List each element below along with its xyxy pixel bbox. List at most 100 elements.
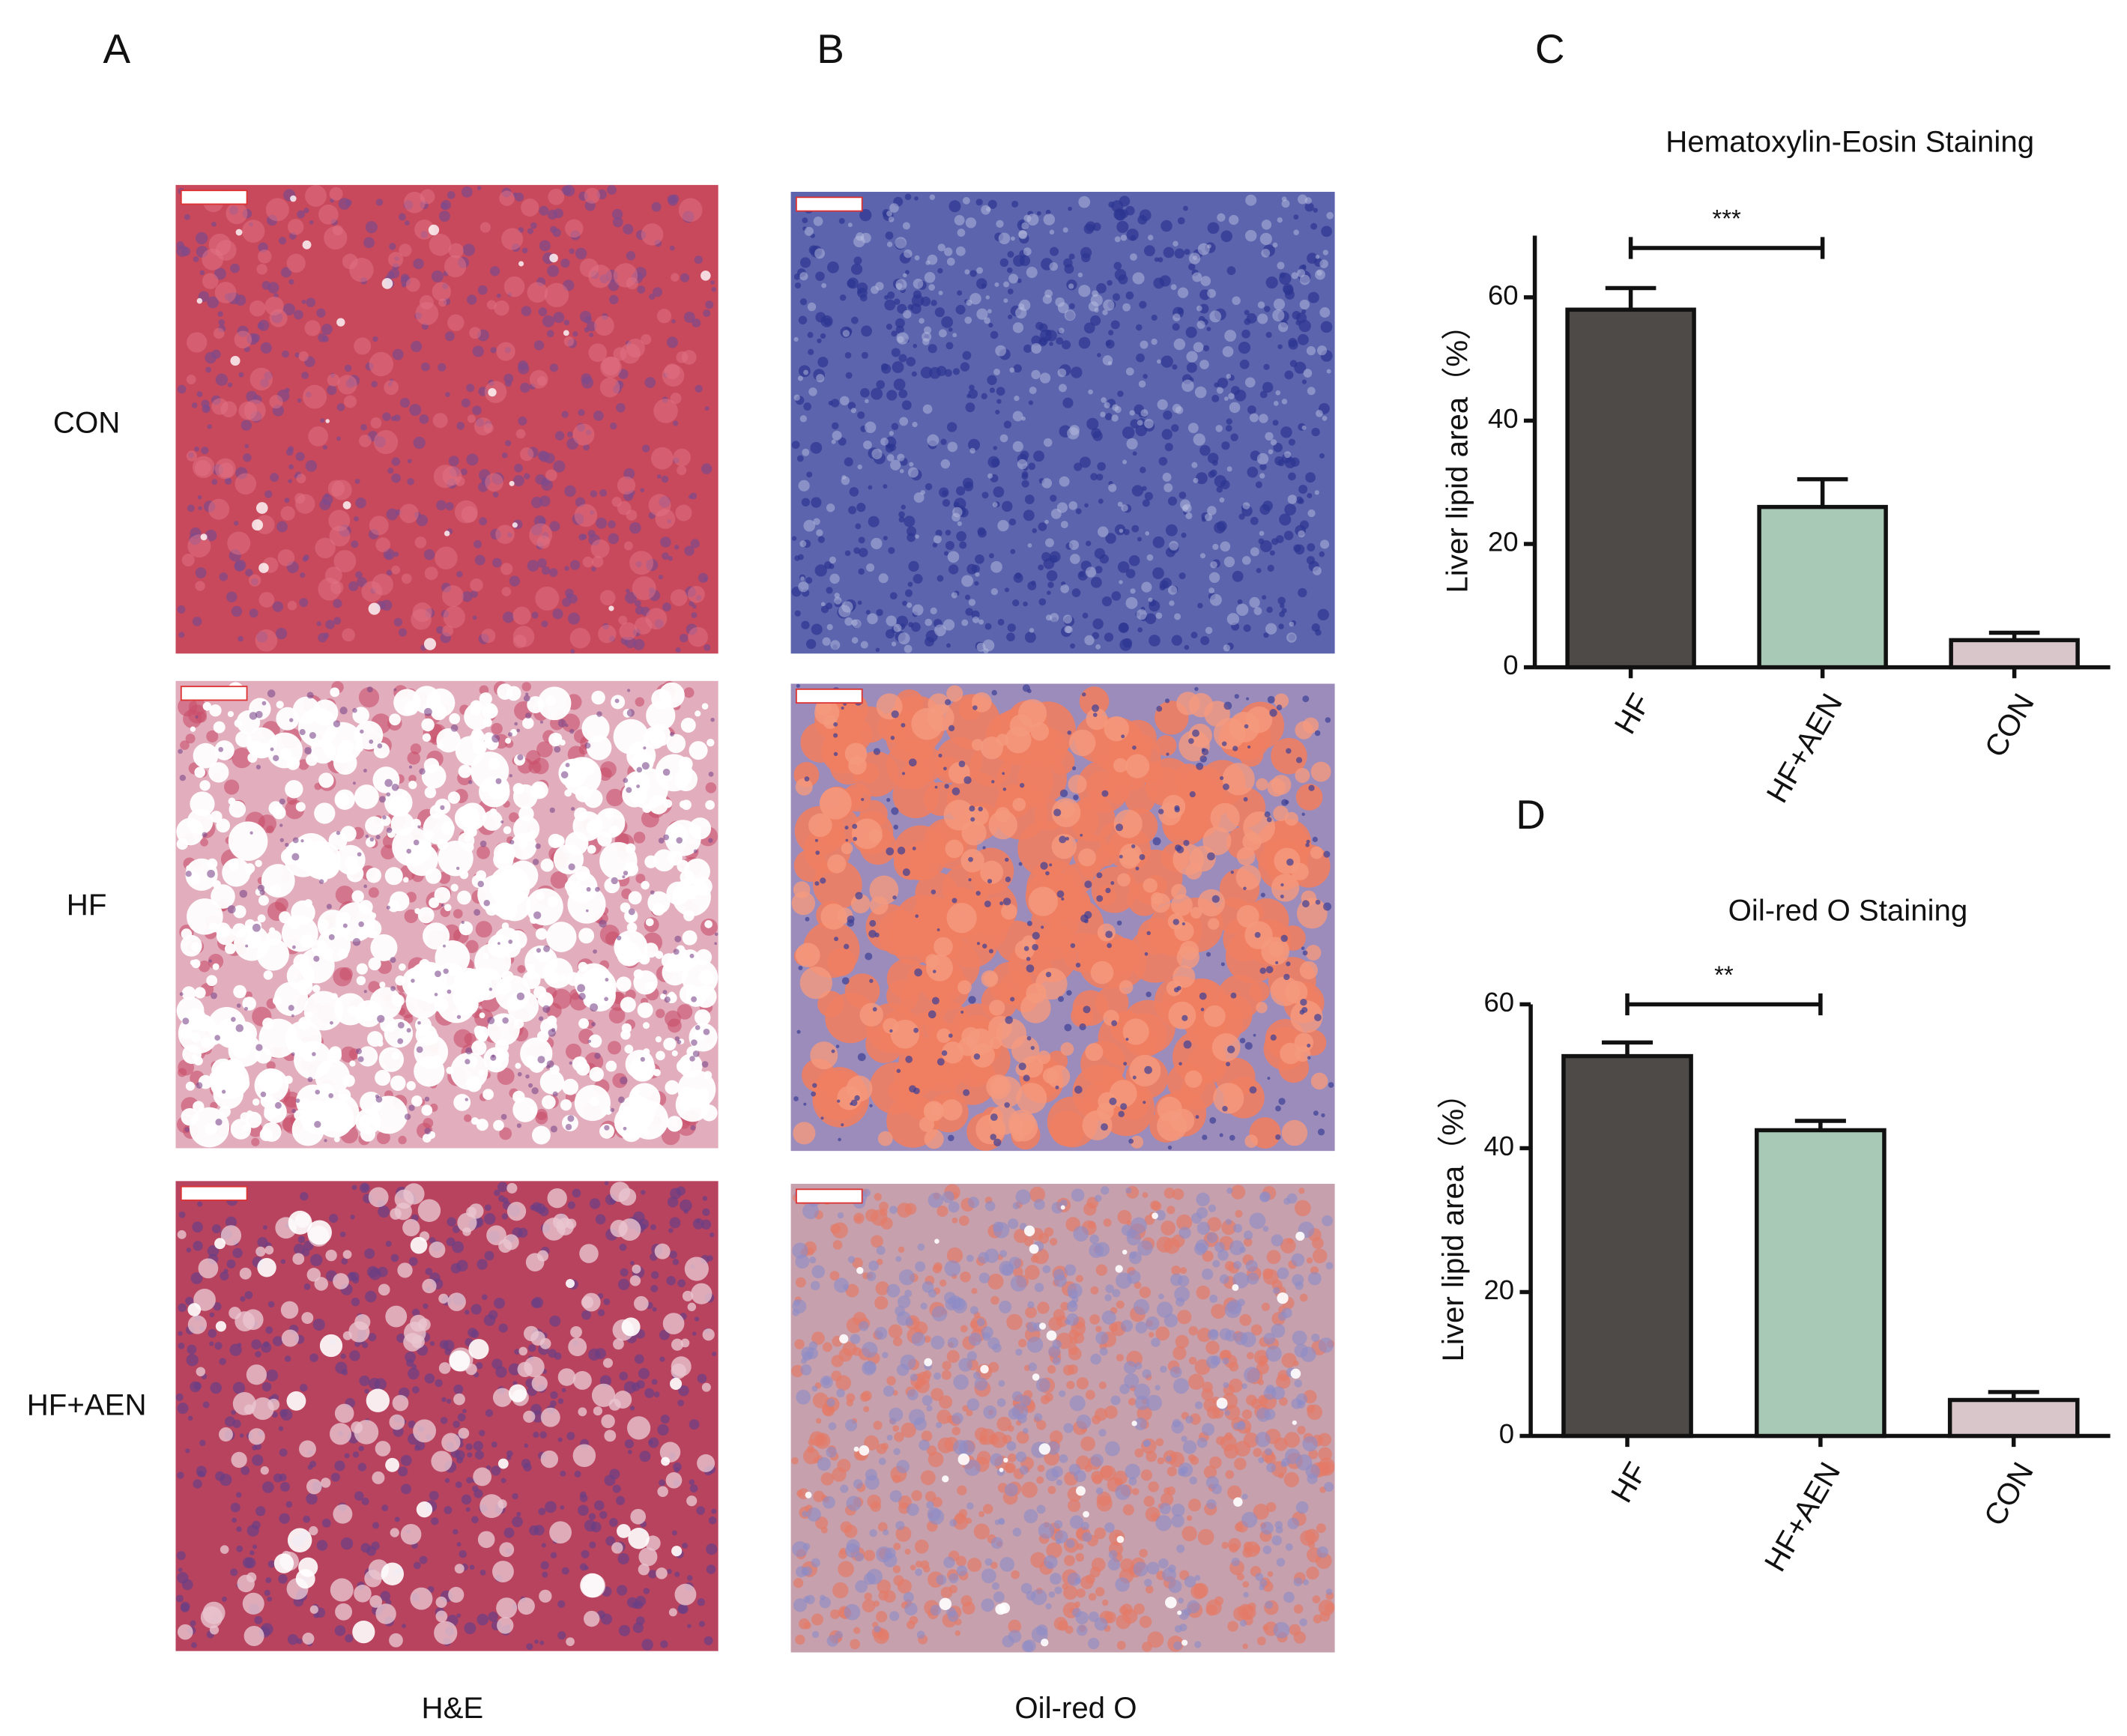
texture	[1119, 580, 1123, 584]
texture	[599, 919, 607, 928]
texture	[620, 1268, 629, 1277]
texture	[230, 355, 240, 366]
texture	[1097, 526, 1109, 538]
texture	[318, 772, 334, 788]
texture	[1244, 309, 1250, 315]
texture	[1071, 588, 1081, 597]
texture	[539, 1337, 551, 1349]
texture	[643, 1048, 650, 1056]
texture	[524, 1356, 545, 1378]
texture	[1244, 1041, 1253, 1050]
texture	[693, 877, 712, 896]
texture	[1280, 603, 1285, 608]
texture	[406, 848, 412, 854]
texture	[334, 1460, 345, 1472]
texture	[687, 1624, 692, 1628]
texture	[318, 578, 341, 601]
texture	[1259, 967, 1266, 974]
texture	[560, 258, 570, 268]
texture	[671, 1546, 683, 1557]
texture	[1184, 249, 1190, 255]
texture	[679, 1096, 694, 1111]
texture	[1256, 567, 1262, 573]
texture	[1299, 1009, 1305, 1015]
texture	[1177, 217, 1185, 225]
texture	[1259, 414, 1268, 423]
texture	[863, 440, 872, 450]
texture	[413, 839, 420, 846]
texture	[574, 1470, 581, 1478]
texture	[1315, 899, 1321, 905]
texture	[423, 975, 433, 986]
texture	[266, 1061, 276, 1071]
texture	[181, 928, 193, 940]
texture	[185, 1081, 196, 1091]
texture	[834, 937, 839, 942]
texture	[444, 1478, 450, 1484]
texture	[498, 1323, 508, 1333]
texture	[1045, 871, 1050, 876]
texture	[653, 399, 678, 423]
texture	[1105, 339, 1115, 349]
texture	[680, 1199, 692, 1212]
texture	[180, 1026, 193, 1040]
texture	[186, 450, 198, 462]
texture	[447, 1292, 466, 1311]
texture	[1267, 1077, 1271, 1080]
texture	[584, 315, 592, 324]
texture	[414, 536, 427, 548]
texture	[1183, 1040, 1192, 1049]
texture	[252, 923, 261, 932]
texture	[1035, 967, 1068, 1000]
texture	[1022, 684, 1030, 692]
texture	[983, 648, 989, 654]
texture	[1204, 513, 1213, 521]
texture	[501, 922, 509, 930]
texture	[866, 563, 875, 572]
texture	[548, 732, 563, 747]
texture	[999, 901, 1004, 906]
texture	[1307, 493, 1313, 498]
texture	[913, 290, 922, 299]
texture	[321, 324, 333, 335]
texture	[366, 1388, 390, 1412]
texture	[1315, 255, 1320, 259]
texture	[257, 884, 265, 892]
texture	[527, 1343, 536, 1352]
texture	[235, 229, 243, 236]
texture	[878, 1590, 889, 1601]
texture	[386, 827, 393, 833]
texture	[447, 791, 461, 804]
texture	[298, 351, 309, 362]
texture	[972, 705, 978, 710]
texture	[791, 441, 800, 450]
texture	[333, 1504, 353, 1524]
texture	[1132, 272, 1145, 285]
texture	[1023, 946, 1029, 952]
texture	[476, 845, 490, 859]
texture	[375, 835, 381, 840]
texture	[395, 976, 405, 986]
texture	[623, 871, 629, 876]
texture	[179, 992, 184, 996]
texture	[1012, 411, 1023, 422]
texture	[796, 943, 820, 967]
texture	[588, 1513, 596, 1520]
texture	[951, 787, 960, 796]
texture	[620, 902, 631, 913]
texture	[319, 1334, 343, 1358]
texture	[793, 1122, 816, 1145]
texture	[677, 1040, 682, 1044]
texture	[659, 1356, 665, 1362]
texture	[630, 1261, 635, 1265]
texture	[675, 647, 681, 653]
texture	[702, 1196, 708, 1201]
texture	[443, 944, 446, 948]
texture	[1140, 1469, 1152, 1481]
texture	[1275, 390, 1281, 396]
texture	[177, 1624, 193, 1640]
texture	[641, 762, 650, 770]
texture	[695, 384, 703, 393]
texture	[509, 812, 519, 823]
texture	[805, 638, 817, 650]
